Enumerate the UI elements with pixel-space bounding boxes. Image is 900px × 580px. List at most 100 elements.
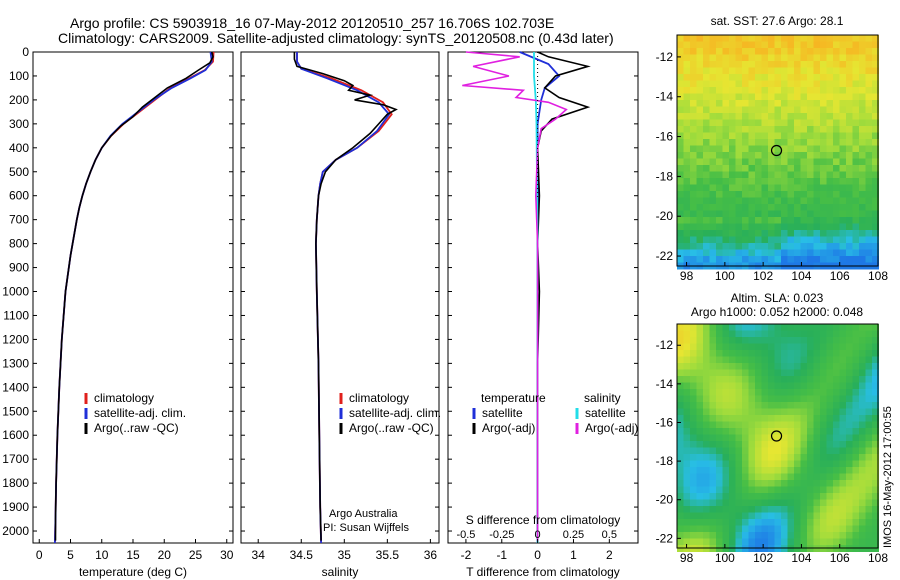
sla-map-cell (742, 447, 749, 455)
sla-map-cell (872, 356, 879, 364)
sla-map-cell (781, 389, 788, 396)
sla-map-cell (768, 421, 775, 429)
sst-map-cell (813, 145, 821, 153)
sst-map-cell (800, 152, 808, 159)
sst-map-cell (839, 184, 847, 192)
sst-map-cell (683, 74, 691, 81)
sla-map-cell (748, 350, 756, 357)
diff-xtick-label-S: -0.25 (489, 529, 514, 541)
sla-map-cell (852, 473, 860, 481)
sst-map-cell (833, 80, 840, 88)
sla-map-cell (807, 512, 814, 520)
sla-map-cell (820, 486, 827, 494)
sst-map-ytick-label: -20 (656, 209, 674, 223)
sst-map-cell (696, 243, 704, 250)
sla-map-cell (742, 519, 749, 526)
sla-map-cell (813, 376, 821, 383)
sst-map-cell (709, 100, 717, 107)
sst-map-cell (787, 152, 795, 159)
sst-map-cell (709, 93, 717, 101)
sst-map-cell (794, 113, 801, 120)
sla-map-cell (774, 343, 782, 351)
sla-map-cell (716, 421, 723, 429)
sst-map-cell (872, 152, 879, 159)
sst-map-cell (696, 178, 704, 185)
sla-map-cell (839, 428, 847, 435)
sst-map-cell (794, 106, 801, 114)
sst-map-cell (833, 61, 840, 68)
sst-map-cell (716, 41, 723, 49)
sst-map-cell (839, 41, 847, 49)
sst-map-cell (859, 158, 866, 166)
sst-map-cell (859, 236, 866, 244)
sst-map-cell (865, 236, 873, 244)
sla-map-cell (800, 421, 808, 429)
sla-map-cell (709, 369, 717, 377)
diff-S-legend-label: satellite (585, 406, 626, 420)
sla-map-cell (872, 428, 879, 435)
sla-map-cell (709, 512, 717, 520)
sst-map-cell (696, 132, 704, 140)
temp-xtick-label: 25 (189, 548, 203, 562)
sal-legend-label: satellite-adj. clim. (349, 406, 441, 420)
sla-map-cell (839, 408, 847, 416)
sla-map-cell (735, 473, 743, 481)
sst-map-cell (722, 178, 730, 185)
sla-map-cell (813, 421, 821, 429)
sst-map-cell (703, 204, 710, 211)
sst-map-cell (755, 93, 762, 101)
sal-xtick-label: 35.5 (376, 548, 400, 562)
sla-map-cell (716, 506, 723, 513)
sla-map-cell (683, 434, 691, 442)
sst-map-cell (703, 87, 710, 94)
sst-map-cell (813, 126, 821, 133)
sst-map-cell (781, 67, 788, 75)
sst-map-cell (839, 119, 847, 127)
sla-map-cell (865, 421, 873, 429)
sla-map-cell (735, 447, 743, 455)
sst-map-cell (846, 139, 853, 146)
sla-map-cell (729, 402, 736, 409)
sla-map-cell (852, 389, 860, 396)
sst-map-cell (846, 54, 853, 62)
sst-map-cell (768, 113, 775, 120)
sla-map-cell (677, 415, 684, 422)
sla-map-cell (696, 363, 704, 370)
sst-map-xtick-label: 98 (680, 269, 694, 283)
sla-map-xtick-label: 104 (791, 551, 811, 565)
diff-xtick-label-T: -1 (496, 548, 507, 562)
sla-map-cell (794, 337, 801, 344)
sst-map-cell (826, 41, 834, 49)
sst-map-cell (696, 41, 704, 49)
sst-map-cell (839, 48, 847, 55)
sst-map-cell (755, 113, 762, 120)
sst-map-cell (839, 67, 847, 75)
sla-map-cell (683, 486, 691, 494)
depth-tick-label: 1700 (2, 452, 29, 466)
sst-map-cell (683, 152, 691, 159)
sst-map-cell (807, 210, 814, 218)
sst-map-cell (722, 204, 730, 211)
sla-map-cell (872, 519, 879, 526)
sst-map-cell (839, 87, 847, 94)
sla-map-cell (865, 447, 873, 455)
sst-map-cell (748, 139, 756, 146)
sst-map-cell (787, 217, 795, 224)
sst-map-cell (722, 217, 730, 224)
sla-map-cell (768, 369, 775, 377)
sst-map-cell (774, 126, 782, 133)
sla-map-cell (729, 473, 736, 481)
sla-map-cell (768, 441, 775, 448)
sla-map-cell (748, 363, 756, 370)
sla-map-cell (703, 460, 710, 468)
sst-map-cell (794, 223, 801, 231)
sst-map-cell (722, 93, 730, 101)
sla-map-cell (859, 473, 866, 481)
sla-map-cell (859, 499, 866, 507)
sla-map-cell (761, 493, 769, 500)
sst-map-cell (690, 132, 697, 140)
sla-map-cell (846, 389, 853, 396)
sst-map-cell (787, 256, 795, 263)
sla-map-cell (846, 532, 853, 539)
sst-map-cell (690, 67, 697, 75)
